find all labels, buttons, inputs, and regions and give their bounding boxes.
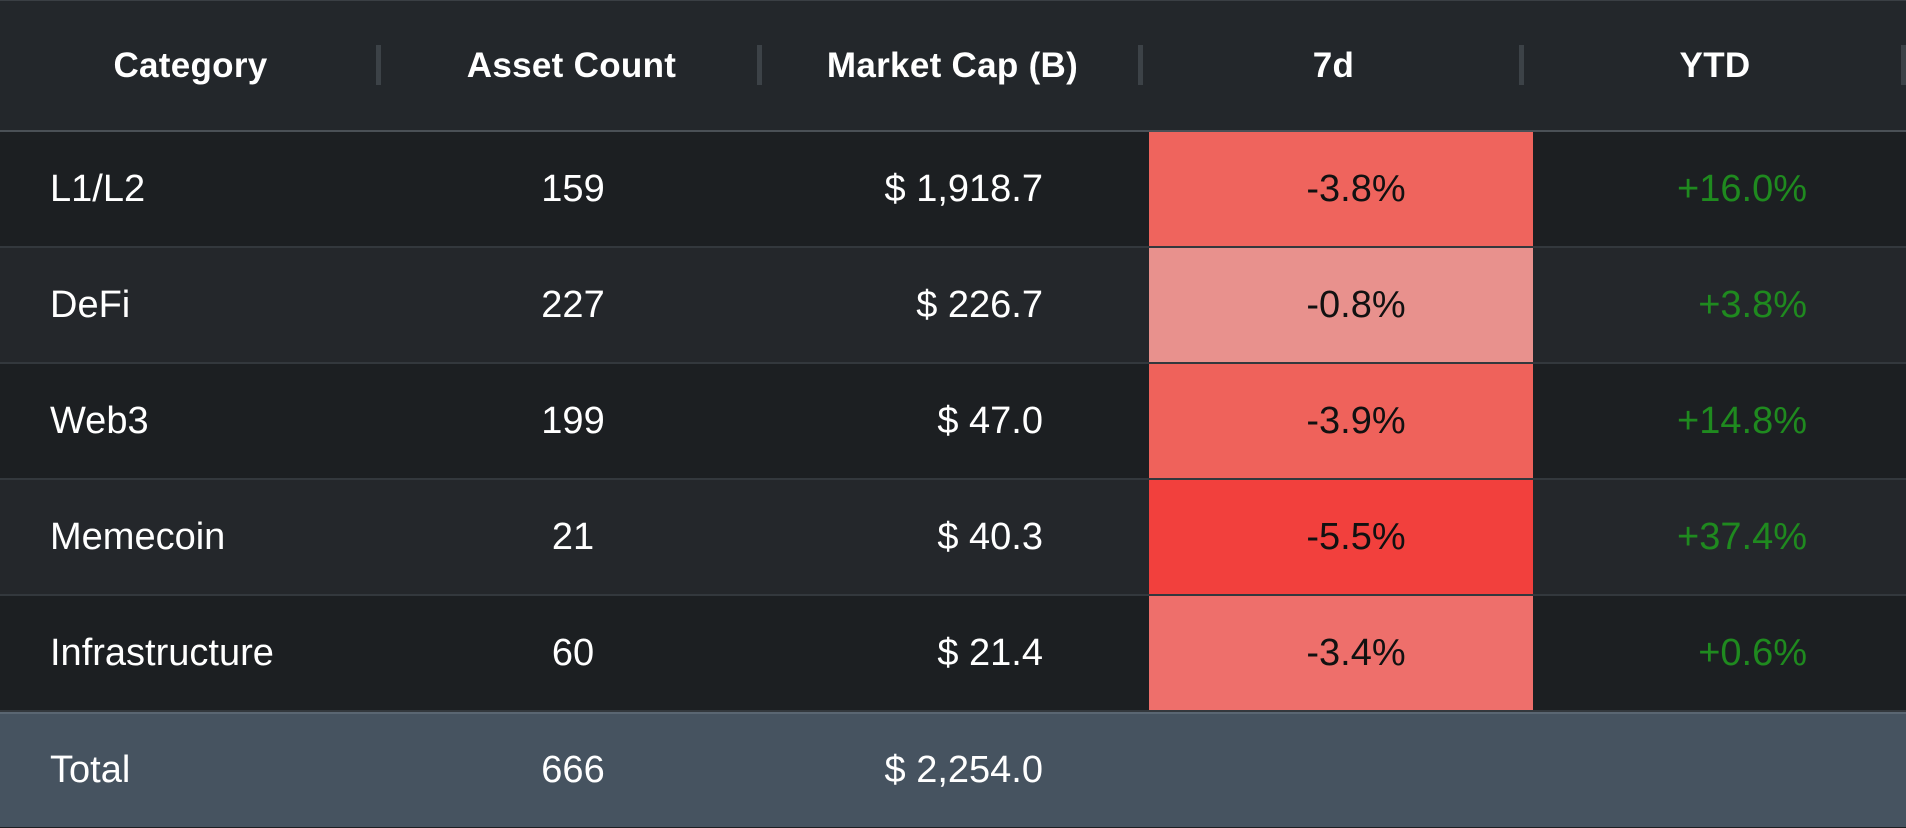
cell-7d: -5.5% xyxy=(1149,480,1533,594)
total-market-cap: $ 2,254.0 xyxy=(884,749,1043,791)
cell-7d: -3.4% xyxy=(1149,596,1533,710)
cell-market-cap: $ 21.4 xyxy=(937,631,1043,674)
total-7d-empty xyxy=(1149,714,1533,827)
total-asset-count: 666 xyxy=(541,749,605,791)
cell-market-cap: $ 226.7 xyxy=(916,283,1043,326)
cell-7d: -3.9% xyxy=(1149,364,1533,478)
cell-ytd: +16.0% xyxy=(1677,167,1807,210)
cell-ytd: +0.6% xyxy=(1698,631,1807,674)
header-category-label: Category xyxy=(113,45,268,85)
cell-ytd: +14.8% xyxy=(1677,399,1807,442)
header-ytd-label: YTD xyxy=(1679,45,1751,85)
table-row[interactable]: Infrastructure 60 $ 21.4 -3.4% +0.6% xyxy=(0,596,1906,712)
cell-asset-count: 21 xyxy=(551,515,595,558)
table-row[interactable]: Memecoin 21 $ 40.3 -5.5% +37.4% xyxy=(0,480,1906,596)
header-7d[interactable]: 7d xyxy=(1143,1,1524,130)
cell-7d: -0.8% xyxy=(1149,248,1533,362)
column-resize-handle[interactable] xyxy=(376,45,381,85)
cell-asset-count: 199 xyxy=(541,399,605,442)
total-label: Total xyxy=(50,749,131,791)
cell-asset-count: 227 xyxy=(541,283,605,326)
cell-ytd: +37.4% xyxy=(1677,515,1807,558)
header-category[interactable]: Category xyxy=(0,1,381,130)
column-resize-handle[interactable] xyxy=(1901,45,1906,85)
table-row[interactable]: DeFi 227 $ 226.7 -0.8% +3.8% xyxy=(0,248,1906,364)
header-ytd[interactable]: YTD xyxy=(1524,1,1906,130)
cell-ytd: +3.8% xyxy=(1698,283,1807,326)
column-resize-handle[interactable] xyxy=(1519,45,1524,85)
total-row: Total 666 $ 2,254.0 xyxy=(0,712,1906,827)
header-market-cap-label: Market Cap (B) xyxy=(826,45,1079,85)
table-header: Category Asset Count Market Cap (B) 7d Y… xyxy=(0,0,1906,132)
cell-category: DeFi xyxy=(50,283,131,326)
column-resize-handle[interactable] xyxy=(1138,45,1143,85)
cell-category: Infrastructure xyxy=(50,631,274,674)
total-ytd-empty xyxy=(1533,714,1906,827)
cell-category: Web3 xyxy=(50,399,149,442)
cell-market-cap: $ 1,918.7 xyxy=(884,167,1043,210)
cell-market-cap: $ 40.3 xyxy=(937,515,1043,558)
cell-7d: -3.8% xyxy=(1149,132,1533,246)
table-row[interactable]: L1/L2 159 $ 1,918.7 -3.8% +16.0% xyxy=(0,132,1906,248)
cell-category: L1/L2 xyxy=(50,167,146,210)
column-resize-handle[interactable] xyxy=(757,45,762,85)
cell-asset-count: 60 xyxy=(551,631,595,674)
cell-asset-count: 159 xyxy=(541,167,605,210)
header-asset-count-label: Asset Count xyxy=(466,45,677,85)
table-row[interactable]: Web3 199 $ 47.0 -3.9% +14.8% xyxy=(0,364,1906,480)
cell-category: Memecoin xyxy=(50,515,226,558)
header-7d-label: 7d xyxy=(1312,45,1355,85)
cell-market-cap: $ 47.0 xyxy=(937,399,1043,442)
header-asset-count[interactable]: Asset Count xyxy=(381,1,762,130)
header-market-cap[interactable]: Market Cap (B) xyxy=(762,1,1143,130)
